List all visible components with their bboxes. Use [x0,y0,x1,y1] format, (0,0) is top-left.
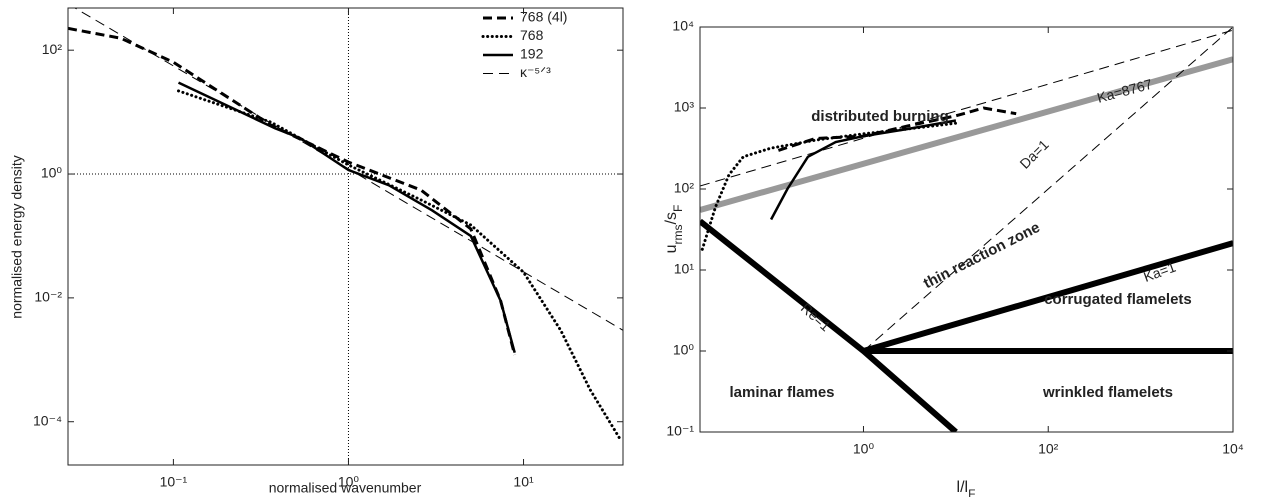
legend: 768 (4l) 768 192 κ⁻⁵ᐟ³ [481,9,567,80]
line-label: Ka=8767 [1095,76,1154,106]
data-line [700,29,1233,187]
x-axis-label-part: l/l [957,479,969,496]
data-line [68,26,517,356]
y-axis-label-part: u [663,244,680,253]
data-line [73,8,623,331]
line-label: Ka=1 [1141,259,1178,285]
y-axis-label: normalised energy density [9,155,25,318]
region-label: laminar flames [729,384,834,401]
axes-box [699,26,1234,433]
x-axis-label: l/lF [957,479,976,497]
series-group [700,27,1233,432]
data-line [863,27,1233,352]
y-axis-label-part: F [671,205,685,212]
region-label: wrinkled flamelets [1042,384,1173,401]
y-tick-label: 10⁻⁴ [33,412,62,428]
y-axis-label-part: /s [663,212,680,224]
axes-box [67,7,624,466]
y-tick-label: 10⁻² [34,289,62,305]
region-label: corrugated flamelets [1044,291,1192,308]
x-axis-label: normalised wavenumber [269,480,422,496]
x-tick-label: 10² [1038,441,1059,457]
y-tick-label: 10¹ [674,261,695,277]
legend-label: 768 [520,27,544,43]
x-axis-label-part: F [968,487,975,497]
y-tick-label: 10² [674,180,695,196]
x-tick-label: 10⁰ [853,441,875,457]
x-tick-label: 10¹ [513,474,534,490]
data-line [700,121,958,251]
x-tick-label: 10⁻¹ [160,474,188,490]
data-line [862,240,1233,354]
legend-label: κ⁻⁵ᐟ³ [520,64,551,80]
plot: 10⁻¹ 10⁰ 10¹ 10⁻⁴ 10⁻² 10⁰ 10² normalised waven… [9,7,624,496]
legend-label: 192 [520,46,544,62]
x-tick-label: 10⁴ [1222,441,1244,457]
data-line [177,89,623,442]
y-tick-label: 10⁻¹ [666,423,694,439]
x-tick-label: 10⁰ [338,474,360,490]
data-line [777,106,1017,152]
data-line [700,56,1233,213]
y-tick-label: 10⁰ [673,342,695,358]
plot: Ka=8767 Da=1 Re=1 Ka=1 10⁰ 10² 10⁴ 10⁻¹ 10⁰ 10¹ 10… [663,18,1244,497]
legend-label: 768 (4l) [520,9,567,25]
series-group [68,8,623,442]
data-line [769,119,957,221]
data-line [177,81,516,354]
y-tick-label: 10⁴ [672,18,694,34]
region-label: thin reaction zone [921,219,1043,292]
y-tick-label: 10⁰ [41,165,63,181]
y-tick-label: 10² [42,41,63,57]
line-label: Da=1 [1016,136,1051,171]
region-label: distributed burning [811,108,948,125]
y-axis-label-part: rms [671,224,685,244]
line-label: Re=1 [798,300,834,335]
y-tick-label: 10³ [674,99,695,115]
y-axis-label: urms/sF [663,205,685,254]
